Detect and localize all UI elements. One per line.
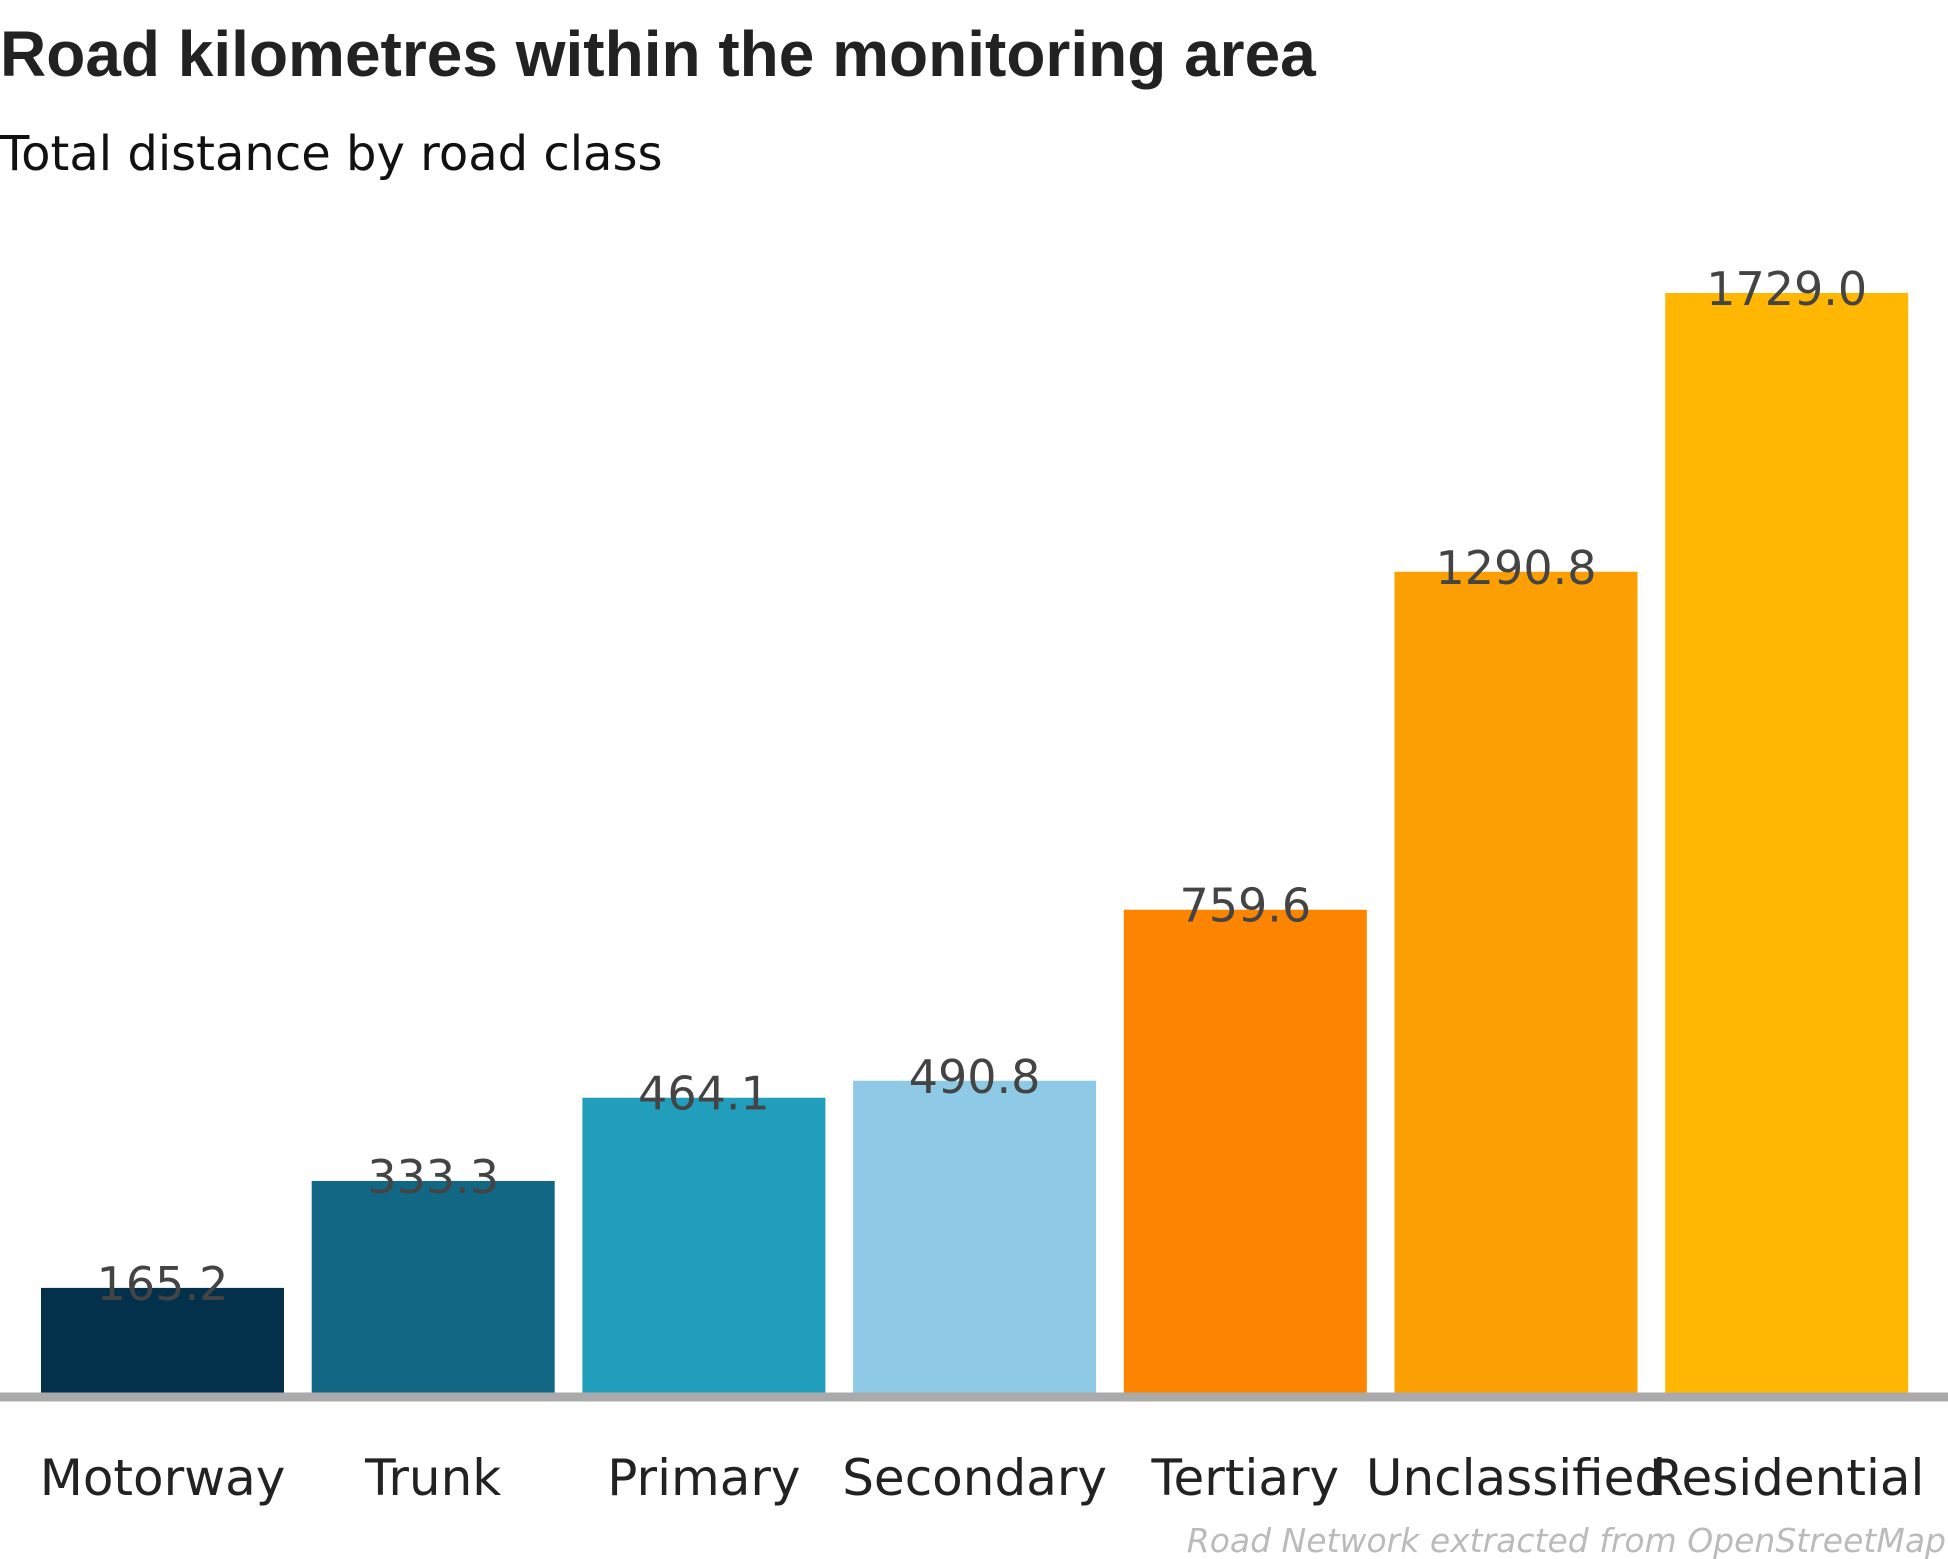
category-label-residential: Residential (1649, 1449, 1924, 1507)
category-label-primary: Primary (607, 1449, 800, 1507)
value-label-motorway: 165.2 (97, 1257, 229, 1311)
value-label-tertiary: 759.6 (1179, 879, 1311, 933)
bar-trunk (311, 1180, 555, 1393)
bar-secondary (853, 1080, 1097, 1393)
value-label-unclassified: 1290.8 (1436, 541, 1597, 595)
bar-unclassified (1394, 571, 1638, 1393)
labels-group: 165.2 Motorway 333.3 Trunk 464.1 Primary 490.8… (40, 262, 1925, 1507)
source-note: Road Network extracted from OpenStreetMa… (1187, 1521, 1946, 1559)
bars-group (41, 293, 1909, 1393)
category-label-unclassified: Unclassified (1366, 1449, 1666, 1507)
value-label-trunk: 333.3 (367, 1150, 499, 1204)
value-label-primary: 464.1 (638, 1067, 770, 1121)
value-label-secondary: 490.8 (909, 1050, 1041, 1104)
bar-motorway (41, 1287, 284, 1393)
bar-tertiary (1123, 909, 1367, 1393)
category-label-tertiary: Tertiary (1150, 1449, 1339, 1507)
chart-title: Road kilometres within the monitoring ar… (0, 18, 1316, 90)
category-label-motorway: Motorway (40, 1449, 286, 1507)
chart-subtitle: Total distance by road class (0, 126, 662, 182)
bar-primary (582, 1097, 826, 1393)
bar-residential (1665, 293, 1909, 1393)
category-label-trunk: Trunk (364, 1449, 501, 1507)
value-label-residential: 1729.0 (1706, 262, 1867, 316)
category-label-secondary: Secondary (842, 1449, 1107, 1507)
